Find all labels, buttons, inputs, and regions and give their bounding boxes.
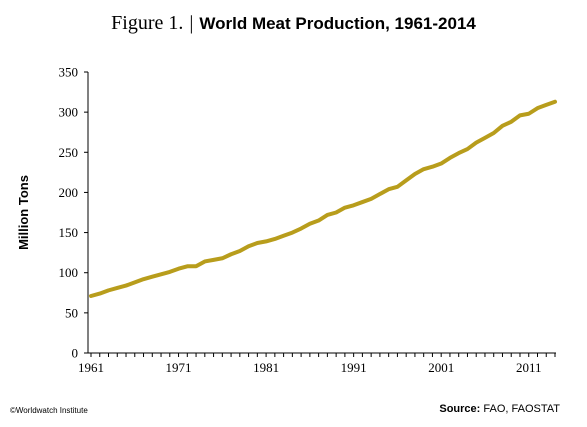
- y-axis-label: Million Tons: [16, 175, 31, 250]
- x-tick-label: 1971: [166, 360, 192, 375]
- credit-text: ©Worldwatch Institute: [10, 406, 88, 415]
- y-tick-label: 100: [59, 265, 79, 280]
- x-tick-label: 2011: [516, 360, 542, 375]
- y-axis-ticks: 0 50 100 150 200 250 300 350: [59, 65, 88, 361]
- series-line-0: [89, 99, 557, 298]
- chart-axes: [87, 72, 556, 354]
- x-tick-label: 1991: [341, 360, 367, 375]
- y-tick-label: 50: [65, 305, 78, 320]
- y-tick-label: 250: [59, 145, 79, 160]
- y-tick-label: 150: [59, 225, 79, 240]
- title-separator: |: [189, 12, 194, 34]
- x-tick-label: 1961: [78, 360, 104, 375]
- source-note: Source: FAO, FAOSTAT: [439, 403, 560, 415]
- figure-label: Figure 1.: [111, 12, 184, 34]
- y-tick-label: 350: [59, 65, 79, 80]
- source-label: Source:: [439, 403, 481, 415]
- x-axis-ticks: 1961 1971 1981 1991 2001 2011: [78, 353, 556, 375]
- chart-title: Figure 1. | World Meat Production, 1961-20…: [0, 12, 587, 35]
- y-tick-label: 200: [59, 185, 79, 200]
- y-tick-label: 0: [72, 346, 79, 361]
- figure-title: World Meat Production, 1961-2014: [199, 14, 476, 33]
- x-tick-label: 2001: [428, 360, 454, 375]
- y-tick-label: 300: [59, 105, 79, 120]
- chart-series: [89, 99, 557, 298]
- source-text: FAO, FAOSTAT: [483, 403, 560, 415]
- x-tick-label: 1981: [253, 360, 279, 375]
